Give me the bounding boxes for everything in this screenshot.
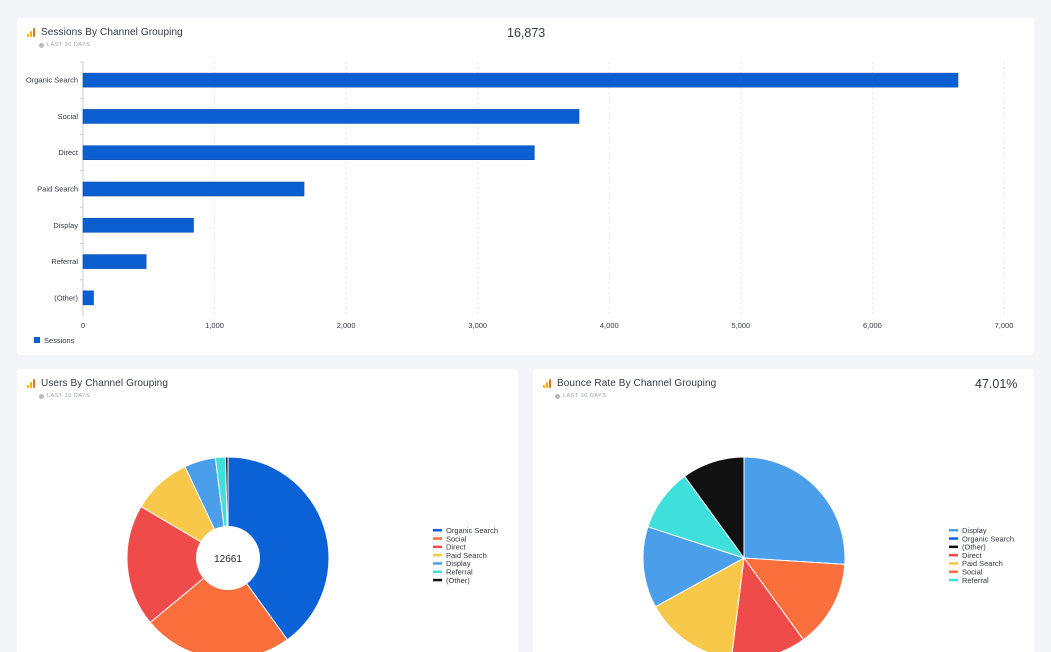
legend-label-paid-search: Paid Search <box>446 551 487 560</box>
y-tick-label: Paid Search <box>37 185 78 194</box>
bounce-header: Bounce Rate By Channel Grouping <box>543 378 716 389</box>
legend-label-other: (Other) <box>446 576 470 585</box>
x-tick-label: 4,000 <box>600 321 619 330</box>
users-subtitle: LAST 30 DAYS <box>39 393 90 399</box>
clock-icon <box>555 393 560 399</box>
donut-slice-direct[interactable] <box>126 505 229 624</box>
sessions-subtitle-text: LAST 30 DAYS <box>47 42 91 48</box>
clock-icon <box>39 42 44 48</box>
legend-swatch-other <box>949 545 958 549</box>
bounce-subtitle: LAST 30 DAYS <box>555 393 606 399</box>
x-tick-label: 2,000 <box>337 321 356 330</box>
pie-slice-direct[interactable] <box>731 556 805 652</box>
y-tick-label: (Other) <box>54 293 78 302</box>
bounce-card: Bounce Rate By Channel Grouping LAST 30 … <box>533 369 1034 652</box>
legend-label-referral: Referral <box>962 576 989 585</box>
legend-swatch-organic-search <box>433 529 442 532</box>
bounce-subtitle-text: LAST 30 DAYS <box>563 393 607 399</box>
legend-swatch-sessions <box>34 337 40 343</box>
y-tick-label: Social <box>58 112 79 121</box>
users-title: Users By Channel Grouping <box>41 378 169 389</box>
legend-swatch-direct <box>949 553 958 557</box>
sessions-bar-chart: 0 1,000 2,000 3,000 4,000 5,000 6,000 7,000 Orga… <box>26 61 1014 345</box>
legend-label-sessions: Sessions <box>44 336 75 345</box>
pie-slice-paid-search[interactable] <box>654 557 745 652</box>
legend-swatch-referral <box>949 578 958 582</box>
users-subtitle-text: LAST 30 DAYS <box>47 393 91 399</box>
legend-label-organic-search: Organic Search <box>446 526 498 535</box>
legend-swatch-other <box>433 578 442 582</box>
y-tick-label: Display <box>53 221 78 230</box>
y-tick-label: Direct <box>58 148 79 157</box>
bar-social[interactable] <box>82 109 580 124</box>
donut-center-value: 12661 <box>214 554 242 565</box>
x-tick-label: 7,000 <box>995 321 1014 330</box>
x-tick-label: 3,000 <box>468 321 487 330</box>
legend-swatch-organic-search <box>949 537 958 540</box>
pie-slice-other[interactable] <box>683 456 745 560</box>
sessions-title: Sessions By Channel Grouping <box>41 27 183 38</box>
legend-label-direct: Direct <box>446 543 467 552</box>
bar-organic-search[interactable] <box>82 72 959 88</box>
legend-label-referral: Referral <box>446 568 473 577</box>
bar-display[interactable] <box>82 217 194 233</box>
x-tick-label: 1,000 <box>205 321 224 330</box>
legend-label-direct: Direct <box>962 551 983 560</box>
bar-direct[interactable] <box>82 145 535 161</box>
pie-slice-social[interactable] <box>742 557 846 641</box>
pie-slice-display[interactable] <box>642 526 746 608</box>
x-tick-label: 0 <box>81 321 85 330</box>
users-card: Users By Channel Grouping LAST 30 DAYS 1… <box>17 369 518 652</box>
pie-slice-display[interactable] <box>743 456 846 565</box>
legend-swatch-social <box>949 570 958 573</box>
legend-label-display: Display <box>446 559 471 568</box>
bar-other[interactable] <box>82 290 94 306</box>
sessions-total: 16,873 <box>507 26 546 40</box>
legend-label-paid-search: Paid Search <box>962 559 1003 568</box>
analytics-icon <box>27 28 36 37</box>
legend-swatch-display <box>433 562 442 565</box>
legend-swatch-display <box>949 529 958 532</box>
sessions-card: Sessions By Channel Grouping LAST 30 DAY… <box>17 18 1034 355</box>
bar-paid-search[interactable] <box>82 181 305 197</box>
sessions-header: Sessions By Channel Grouping <box>27 27 183 38</box>
clock-icon <box>39 393 44 399</box>
y-tick-label: Referral <box>51 257 78 266</box>
donut-hole <box>196 526 260 590</box>
legend-swatch-direct <box>433 545 442 549</box>
legend-swatch-referral <box>433 570 442 573</box>
analytics-icon <box>543 379 552 388</box>
bounce-rate-total: 47.01% <box>975 377 1018 391</box>
bar-referral[interactable] <box>82 254 147 269</box>
legend-label-social: Social <box>962 568 983 577</box>
legend-label-social: Social <box>446 534 467 543</box>
legend-swatch-paid-search <box>949 562 958 565</box>
x-tick-label: 5,000 <box>731 321 750 330</box>
legend-swatch-paid-search <box>433 553 442 557</box>
y-tick-label: Organic Search <box>26 76 78 85</box>
x-tick-label: 6,000 <box>863 321 882 330</box>
donut-slice-social[interactable] <box>149 557 289 652</box>
legend-label-organic-search: Organic Search <box>962 534 1014 543</box>
legend-label-other: (Other) <box>962 543 986 552</box>
legend-swatch-social <box>433 537 442 540</box>
legend-label-display: Display <box>962 526 987 535</box>
bounce-title: Bounce Rate By Channel Grouping <box>557 378 717 389</box>
users-header: Users By Channel Grouping <box>27 378 168 389</box>
sessions-subtitle: LAST 30 DAYS <box>39 42 90 48</box>
analytics-icon <box>27 379 36 388</box>
donut-slice-organic-search[interactable] <box>227 456 330 641</box>
